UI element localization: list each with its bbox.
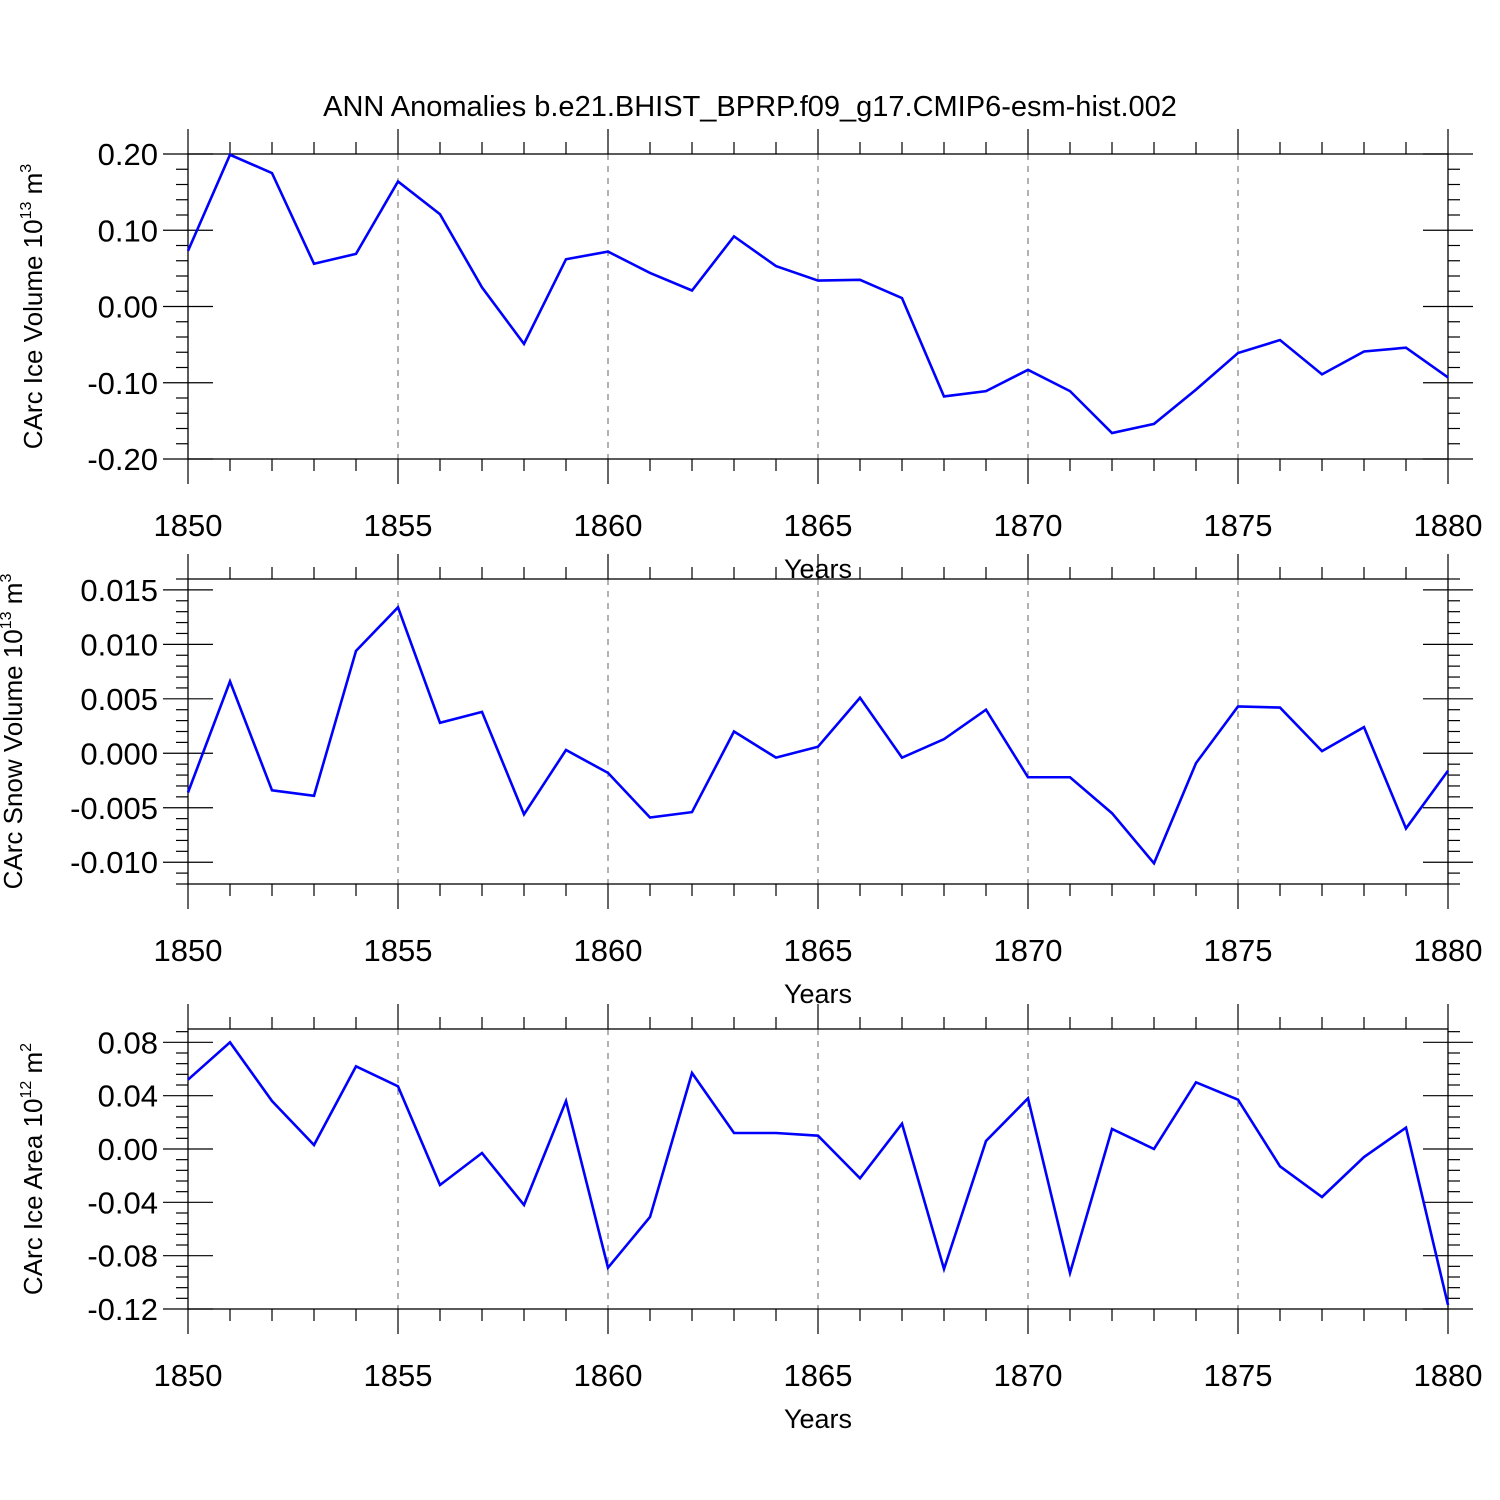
x-tick-label: 1850	[154, 933, 223, 968]
x-tick-label: 1860	[574, 1358, 643, 1393]
panel-1-ytick-labels: -0.20 -0.10 0.00 0.10 0.20	[87, 137, 158, 477]
panel-3-xlabel: Years	[784, 1404, 852, 1434]
panel-1-ylabel: CArc Ice Volume 1013 m3	[18, 164, 48, 449]
panel-ice-volume: -0.20-0.100.000.100.20 1850 1855 1860 1865 1…	[18, 129, 1482, 584]
x-tick-label: 1860	[574, 933, 643, 968]
panel-2-xtick-labels: 1850 1855 1860 1865 1870 1875 1880	[154, 933, 1483, 968]
x-tick-label: 1875	[1204, 508, 1273, 543]
panel-3-ylabel-unit-exp: 2	[18, 1043, 35, 1052]
panel-1-ylabel-text: CArc Ice Volume 10	[18, 219, 48, 449]
x-tick-label: 1880	[1414, 933, 1483, 968]
panel-3-xtick-labels: 1850 1855 1860 1865 1870 1875 1880	[154, 1358, 1483, 1393]
panel-3-ylabel-gap	[18, 1074, 48, 1081]
panel-ice-area: -0.12 -0.08 -0.04 0.00 0.04 0.08 1850 1855 1860…	[18, 1004, 1482, 1434]
panel-1-grid	[397, 154, 1239, 459]
panel-2-ytick-labels: -0.010 -0.005 0.000 0.005 0.010 0.015	[70, 573, 158, 880]
y-tick-label: -0.20	[87, 442, 158, 477]
panel-2-ylabel-text: CArc Snow Volume 10	[0, 629, 28, 889]
x-tick-label: 1850	[154, 1358, 223, 1393]
x-tick-label: 1865	[784, 933, 853, 968]
panel-3-grid	[397, 1029, 1239, 1309]
x-tick-label: 1855	[364, 508, 433, 543]
panel-1-ylabel-unit: m	[18, 173, 48, 195]
panel-3-ylabel: CArc Ice Area 1012 m2	[18, 1043, 48, 1295]
x-tick-label: 1870	[994, 508, 1063, 543]
x-tick-label: 1865	[784, 1358, 853, 1393]
y-tick-label: 0.10	[98, 213, 158, 248]
panel-2-ylabel-unit-exp: 3	[0, 574, 15, 583]
series-line	[186, 153, 1449, 435]
y-tick-label: 0.04	[98, 1079, 158, 1114]
y-tick-label: -0.12	[87, 1292, 158, 1327]
y-tick-label: -0.010	[70, 845, 158, 880]
panel-2-grid	[397, 579, 1239, 884]
panel-3-frame	[187, 1028, 1449, 1310]
panel-1-frame	[187, 153, 1449, 460]
y-tick-label: 0.010	[80, 627, 158, 662]
x-tick-label: 1880	[1414, 1358, 1483, 1393]
x-tick-label: 1855	[364, 933, 433, 968]
y-tick-label: 0.015	[80, 573, 158, 608]
panel-2-ylabel-exp: 13	[0, 611, 15, 629]
panel-2-ylabel-gap	[0, 604, 28, 611]
panel-3-ylabel-unit: m	[18, 1052, 48, 1074]
series-line	[186, 604, 1450, 866]
panel-1-series	[186, 153, 1449, 435]
y-tick-label: -0.10	[87, 366, 158, 401]
chart-title: ANN Anomalies b.e21.BHIST_BPRP.f09_g17.C…	[323, 91, 1177, 123]
y-tick-label: -0.04	[87, 1185, 158, 1220]
panel-2-ylabel: CArc Snow Volume 1013 m3	[0, 574, 28, 890]
y-tick-label: 0.005	[80, 682, 158, 717]
y-tick-label: 0.00	[98, 1132, 158, 1167]
x-tick-label: 1880	[1414, 508, 1483, 543]
x-tick-label: 1875	[1204, 1358, 1273, 1393]
panel-2-series	[186, 604, 1450, 866]
x-tick-label: 1855	[364, 1358, 433, 1393]
panel-2-ticks	[163, 554, 1473, 909]
x-tick-label: 1850	[154, 508, 223, 543]
panel-3-series	[187, 1040, 1450, 1306]
panel-3-ylabel-text: CArc Ice Area 10	[18, 1099, 48, 1296]
x-tick-label: 1865	[784, 508, 853, 543]
panel-3-ylabel-exp: 12	[18, 1081, 35, 1099]
x-tick-label: 1875	[1204, 933, 1273, 968]
panel-1-xtick-labels: 1850 1855 1860 1865 1870 1875 1880	[154, 508, 1483, 543]
panel-1-ylabel-unit-exp: 3	[18, 164, 35, 173]
x-tick-label: 1870	[994, 1358, 1063, 1393]
y-tick-label: -0.08	[87, 1239, 158, 1274]
panel-2-frame	[187, 578, 1449, 885]
x-tick-label: 1860	[574, 508, 643, 543]
panel-3-ytick-labels: -0.12 -0.08 -0.04 0.00 0.04 0.08	[87, 1025, 158, 1327]
y-tick-label: 0.08	[98, 1025, 158, 1060]
panel-1-ylabel-exp: 13	[18, 202, 35, 220]
panel-2-ylabel-unit: m	[0, 583, 28, 605]
panel-1-ylabel-gap	[18, 194, 48, 201]
y-tick-label: 0.000	[80, 736, 158, 771]
x-tick-label: 1870	[994, 933, 1063, 968]
panel-1-ticks	[163, 129, 1473, 484]
y-tick-label: 0.20	[98, 137, 158, 172]
y-tick-label: -0.005	[70, 791, 158, 826]
series-line	[187, 1040, 1450, 1306]
panel-3-ticks	[163, 1004, 1473, 1334]
y-tick-label: 0.00	[98, 290, 158, 325]
